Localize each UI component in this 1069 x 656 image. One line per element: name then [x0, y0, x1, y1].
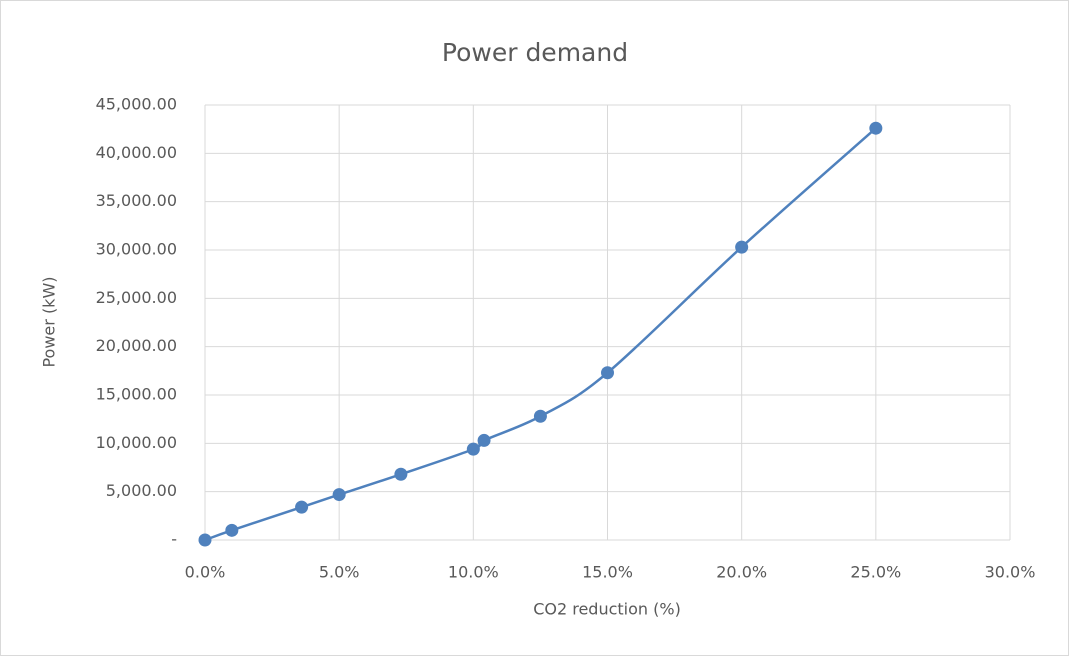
y-tick-label: 40,000.00	[96, 143, 177, 162]
data-point	[466, 442, 480, 456]
y-tick-label: 20,000.00	[96, 336, 177, 355]
x-tick-label: 20.0%	[716, 563, 767, 582]
x-tick-label: 30.0%	[985, 563, 1036, 582]
data-point	[533, 409, 547, 423]
data-point	[735, 240, 749, 254]
data-point	[198, 533, 212, 547]
data-point	[295, 500, 309, 514]
data-point	[869, 121, 883, 135]
x-tick-label: 0.0%	[185, 563, 226, 582]
data-point	[225, 523, 239, 537]
x-tick-label: 10.0%	[448, 563, 499, 582]
x-tick-label: 5.0%	[319, 563, 360, 582]
data-point	[394, 467, 408, 481]
y-tick-label: 25,000.00	[96, 288, 177, 307]
y-tick-label: 5,000.00	[106, 481, 177, 500]
data-point	[601, 366, 614, 380]
x-tick-label: 15.0%	[582, 563, 633, 582]
y-axis-label: Power (kW)	[40, 276, 59, 367]
y-tick-label: 30,000.00	[96, 240, 177, 259]
y-tick-label: 15,000.00	[96, 385, 177, 404]
x-axis-label: CO2 reduction (%)	[533, 600, 681, 619]
chart-title: Power demand	[442, 38, 628, 67]
y-tick-label: 45,000.00	[96, 95, 177, 114]
y-tick-label: 35,000.00	[96, 191, 177, 210]
y-tick-label: 10,000.00	[96, 433, 177, 452]
data-point	[332, 488, 346, 502]
y-tick-label: -	[171, 530, 177, 549]
data-point	[477, 433, 491, 447]
x-tick-label: 25.0%	[850, 563, 901, 582]
